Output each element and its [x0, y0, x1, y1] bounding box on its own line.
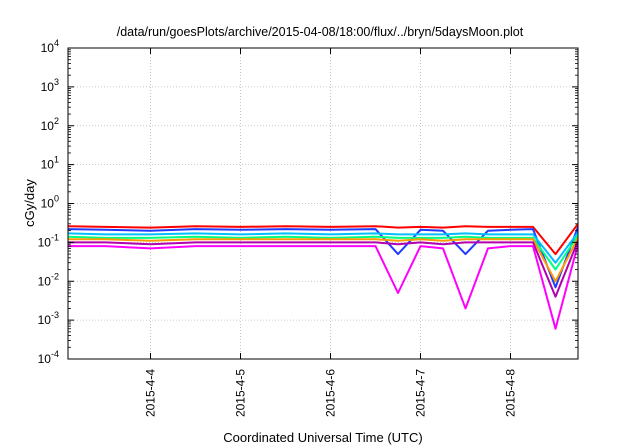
y-tick-label: 10-1	[38, 232, 59, 249]
y-axis-ticks: 10-4 10-3 10-2 10-1 100 101 102 103 104	[38, 38, 578, 366]
x-tick-label: 2015-4-6	[324, 369, 338, 417]
y-tick-label: 104	[41, 38, 59, 55]
y-tick-label: 102	[41, 116, 59, 133]
y-tick-label: 10-4	[38, 349, 59, 366]
series-line-2	[68, 226, 578, 289]
x-tick-label: 2015-4-4	[144, 369, 158, 417]
y-tick-label: 103	[41, 77, 59, 94]
y-tick-label: 10-3	[38, 310, 59, 327]
series-line-4	[68, 234, 578, 271]
y-tick-label: 101	[41, 155, 59, 172]
x-axis-ticks: 2015-4-4 2015-4-5 2015-4-6 2015-4-7 2015-4-8	[144, 48, 518, 417]
grid-layer	[68, 48, 578, 359]
series-line-3	[68, 231, 578, 264]
series-layer	[68, 223, 578, 330]
y-axis-title: cGy/day	[22, 179, 37, 227]
x-tick-label: 2015-4-8	[504, 369, 518, 417]
x-tick-label: 2015-4-7	[414, 369, 428, 417]
x-tick-label: 2015-4-5	[234, 369, 248, 417]
y-tick-label: 100	[41, 194, 59, 211]
x-axis-title: Coordinated Universal Time (UTC)	[223, 430, 422, 445]
series-line-1	[68, 223, 578, 256]
series-line-6	[68, 240, 578, 298]
chart-title: /data/run/goesPlots/archive/2015-04-08/1…	[117, 25, 524, 39]
y-tick-label: 10-2	[38, 271, 59, 288]
series-line-5	[68, 237, 578, 283]
series-line-7	[68, 243, 578, 330]
